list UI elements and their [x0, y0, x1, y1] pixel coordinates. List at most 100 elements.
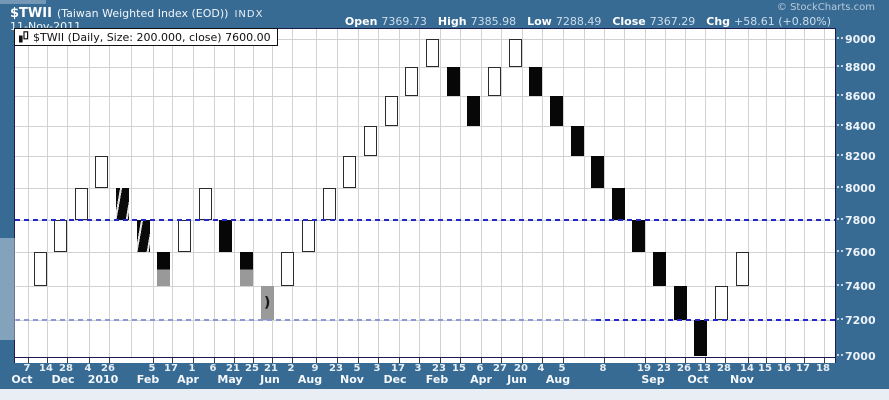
x-axis-tick: [725, 358, 726, 363]
quote-label: Close: [612, 15, 646, 28]
gridline-vertical: [584, 29, 585, 357]
stockcharts-copyright-link[interactable]: © StockCharts.com: [776, 2, 875, 13]
renko-brick-down: [653, 252, 667, 286]
x-axis-month-label: Sep: [641, 373, 665, 386]
y-axis-label: 7400: [845, 279, 876, 293]
x-axis-tick: [522, 358, 523, 363]
gridline-vertical: [358, 29, 359, 357]
chart-header-line1: $TWII (Taiwan Weighted Index (EOD)) INDX ©…: [10, 2, 883, 21]
gridline-vertical: [542, 29, 543, 357]
x-axis-day-label: 3: [373, 363, 381, 374]
y-axis-tick: [837, 94, 843, 97]
quote-label: Chg: [706, 15, 731, 28]
x-axis-tick: [337, 358, 338, 363]
gridline-vertical: [292, 29, 293, 357]
renko-brick-up: [54, 219, 68, 253]
x-axis-day-label: 5: [558, 363, 566, 374]
renko-brick-up: [33, 252, 47, 286]
x-axis-tick: [748, 358, 749, 363]
renko-brick-down: [467, 96, 481, 127]
gridline-vertical: [214, 29, 215, 357]
renko-brick-up: [715, 285, 729, 321]
renko-brick-up: [735, 252, 749, 286]
x-axis-day-label: 27: [493, 363, 507, 374]
gridline-vertical: [563, 29, 564, 357]
x-axis-day-label: 6: [476, 363, 484, 374]
renko-brick-up: [95, 156, 109, 188]
y-axis-label: 7000: [845, 350, 876, 364]
renko-brick-up: [363, 126, 377, 157]
x-axis-month-label: Aug: [545, 373, 571, 386]
gridline-vertical: [460, 29, 461, 357]
gridline-horizontal: [15, 96, 835, 98]
renko-brick-down: [591, 156, 605, 188]
gridline-vertical: [766, 29, 767, 357]
gridline-vertical: [725, 29, 726, 357]
renko-brick-down: [136, 219, 150, 253]
x-axis-tick: [193, 358, 194, 363]
renko-brick-down: [529, 67, 543, 97]
x-axis-day-label: 4: [537, 363, 545, 374]
index-name: (Taiwan Weighted Index (EOD)): [56, 7, 229, 20]
x-axis-day-label: 15: [452, 363, 466, 374]
y-axis-tick: [837, 37, 843, 39]
chart-settings-label: $TWII (Daily, Size: 200.000, close) 7600…: [14, 28, 278, 46]
x-axis-day-label: 6: [209, 363, 217, 374]
gridline-vertical: [481, 29, 482, 357]
renko-brick-down: [446, 67, 460, 97]
x-axis-month-label: Feb: [425, 373, 449, 386]
x-axis-month-label: 2010: [87, 373, 119, 386]
gridline-vertical: [316, 29, 317, 357]
x-axis-tick: [685, 358, 686, 363]
quote-value: 7369.73: [381, 15, 427, 28]
gridline-vertical: [109, 29, 110, 357]
renko-brick-down: [116, 187, 130, 220]
renko-brick-down: [240, 252, 254, 286]
gridline-horizontal: [15, 285, 835, 287]
x-axis-month-label: May: [217, 373, 243, 386]
x-axis-day-label: 15: [758, 363, 772, 374]
x-axis-tick: [440, 358, 441, 363]
gridline-vertical: [645, 29, 646, 357]
exchange-label: INDX: [234, 9, 264, 20]
x-axis-day-label: 19: [637, 363, 651, 374]
x-axis-tick: [824, 358, 825, 363]
y-axis-label: 8800: [845, 61, 876, 75]
gridline-horizontal: [15, 156, 835, 158]
renko-brick-up: [384, 96, 398, 127]
gridline-vertical: [501, 29, 502, 357]
watermark-top-band: [0, 0, 46, 4]
gridline-vertical: [440, 29, 441, 357]
gridline-vertical: [253, 29, 254, 357]
y-axis-label: 7800: [845, 213, 876, 227]
renko-brick-up: [322, 187, 336, 220]
x-axis-month-label: Feb: [136, 373, 160, 386]
y-axis-label: 8400: [845, 120, 876, 134]
renko-brick-up: [508, 39, 522, 68]
bottom-light-strip: [0, 389, 889, 400]
x-axis-tick: [358, 358, 359, 363]
y-axis-label: 8000: [845, 181, 876, 195]
y-axis-tick: [837, 124, 843, 127]
y-axis-tick: [837, 318, 843, 321]
x-axis-day-label: 17: [391, 363, 405, 374]
x-axis-month-label: Aug: [297, 373, 323, 386]
renko-brick-down: [673, 285, 687, 321]
renko-brick-up: [281, 252, 295, 286]
quote-value: 7288.49: [555, 15, 602, 28]
gridline-vertical: [28, 29, 29, 357]
renko-brick-up: [74, 187, 88, 220]
gridline-horizontal: [15, 126, 835, 128]
x-axis-day-label: 2: [287, 363, 295, 374]
gridline-vertical: [785, 29, 786, 357]
gridline-vertical: [172, 29, 173, 357]
x-axis-tick: [501, 358, 502, 363]
x-axis-tick: [399, 358, 400, 363]
x-axis-tick: [542, 358, 543, 363]
x-axis-day-label: 23: [432, 363, 446, 374]
x-axis-day-label: 17: [164, 363, 178, 374]
y-axis-label: 7600: [845, 246, 876, 260]
gridline-vertical: [399, 29, 400, 357]
x-axis-day-label: 5: [148, 363, 156, 374]
